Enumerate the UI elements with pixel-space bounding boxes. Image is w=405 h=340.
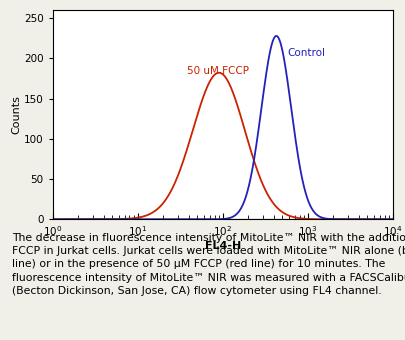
Text: Control: Control [288,49,325,58]
Text: The decrease in fluorescence intensity of MitoLite™ NIR with the addition of
FCC: The decrease in fluorescence intensity o… [12,233,405,296]
Y-axis label: Counts: Counts [11,95,21,134]
X-axis label: FL4-H: FL4-H [205,241,241,251]
Text: 50 uM FCCP: 50 uM FCCP [187,66,249,76]
